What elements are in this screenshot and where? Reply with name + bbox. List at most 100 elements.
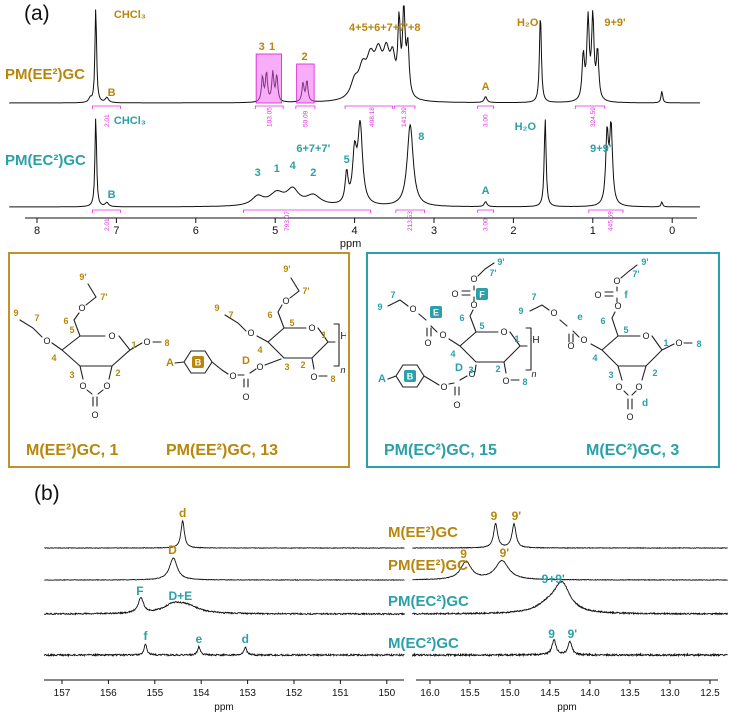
- atom-label: 5: [479, 321, 484, 331]
- peak-annotation: 9: [548, 627, 555, 641]
- peak-annotation: B: [108, 189, 116, 201]
- peak-annotation: CHCl₃: [114, 9, 146, 21]
- spectrum-name-pmec2gc: PM(EC²)GC: [5, 152, 86, 169]
- atom-label: O: [229, 371, 236, 381]
- integral-value: 141.39: [401, 107, 408, 127]
- integral-value: 793.07: [284, 211, 291, 231]
- atom-badge-label: B: [195, 358, 202, 368]
- atom-label: 2: [115, 368, 120, 378]
- atom-label: 1: [321, 330, 326, 340]
- axis-tick-label: 152: [286, 688, 303, 699]
- axis-tick-label: 15.0: [500, 688, 520, 699]
- axis-unit-label: ppm: [214, 702, 233, 713]
- integral-bracket: [344, 105, 394, 109]
- atom-label: O: [91, 410, 98, 420]
- atom-label: O: [626, 412, 633, 422]
- atom-label: 9': [497, 257, 504, 267]
- atom-badge-label: E: [433, 308, 439, 318]
- peak-annotation: 9+9': [542, 572, 565, 586]
- integral-bracket: [254, 105, 284, 109]
- atom-label: n: [340, 365, 345, 375]
- trace-label-pm-ec2gc: PM(EC²)GC: [388, 593, 469, 610]
- structure-name-pm-ee2gc: PM(EE²)GC, 13: [166, 442, 279, 459]
- atom-label: O: [308, 323, 315, 333]
- atom-label: 8: [522, 377, 527, 387]
- integral-bracket: [574, 105, 606, 109]
- atom-label: f: [624, 290, 628, 301]
- peak-annotation: 9+9': [604, 17, 626, 29]
- atom-label: 5: [623, 325, 628, 335]
- integral-bracket: [92, 105, 121, 109]
- nmr-trace: [44, 557, 405, 581]
- peak-annotation: 9: [491, 509, 498, 523]
- atom-label: 7: [390, 290, 395, 300]
- axis-tick-label: 16.0: [420, 688, 440, 699]
- structure-bonds-pm-ee2gc: [174, 277, 340, 388]
- integral-bracket: [243, 209, 371, 213]
- nmr-trace: [412, 522, 728, 550]
- atom-label: O: [247, 328, 254, 338]
- atom-label: 6: [267, 310, 272, 320]
- atom-label: O: [468, 369, 475, 379]
- peak-annotation: 9+9': [590, 143, 612, 155]
- nmr-trace: [411, 639, 728, 658]
- atom-label: O: [594, 290, 601, 300]
- atom-label: 7': [302, 286, 309, 296]
- atom-label: 7: [34, 313, 39, 323]
- axis-tick-label: 2: [510, 225, 516, 237]
- axis-tick-label: 13.0: [660, 688, 680, 699]
- integral-value: 324.59: [590, 107, 597, 127]
- axis-tick-label: 8: [34, 225, 40, 237]
- atom-label: 7': [632, 269, 639, 279]
- peak-annotation: 2: [310, 167, 316, 179]
- peak-highlight: [255, 53, 282, 104]
- atom-label: 1: [514, 334, 519, 344]
- atom-label: 7: [228, 310, 233, 320]
- atom-label: 3: [284, 362, 289, 372]
- axis-unit-label: ppm: [557, 702, 576, 713]
- axis-tick-label: 14.5: [540, 688, 560, 699]
- atom-badge-label: F: [479, 290, 485, 300]
- atom-label: 6: [600, 316, 605, 326]
- integral-value: 2.01: [104, 218, 111, 231]
- integral-bracket: [588, 209, 624, 213]
- axis-tick-label: 12.5: [700, 688, 720, 699]
- structure-name-m-ee2gc: M(EE²)GC, 1: [26, 442, 119, 459]
- axis-tick-label: 1: [590, 225, 596, 237]
- atom-label: e: [577, 312, 583, 323]
- atom-label: 9: [518, 306, 523, 316]
- peak-annotation: 3: [259, 41, 265, 53]
- atom-label: 9: [13, 308, 18, 318]
- atom-label: O: [470, 274, 477, 284]
- atom-label: 9': [283, 264, 290, 274]
- atom-label: O: [470, 300, 477, 310]
- h1-nmr-plot: 8 7 6 5 4 3 2 1 0 ppm 2.01 103.05 50.09 408.18 141.39 3…: [9, 5, 700, 250]
- atom-label: O: [502, 376, 509, 386]
- atom-label: O: [256, 362, 263, 372]
- atom-label: O: [242, 392, 249, 402]
- axis-tick-label: 4: [352, 225, 358, 237]
- peak-annotation: 9': [500, 546, 510, 560]
- axis-tick-label: 15.5: [460, 688, 480, 699]
- axis-tick-label: 6: [193, 225, 199, 237]
- peak-annotation: CHCl₃: [114, 115, 146, 127]
- c13-nmr-carbonyl-plot: 157 156 155 154 153 152 151 150 ppm d D F D+E f e d: [43, 506, 405, 713]
- integral-value: 3.00: [483, 218, 490, 231]
- atom-label: 7': [100, 292, 107, 302]
- atom-label: 6: [63, 316, 68, 326]
- atom-label: O: [453, 400, 460, 410]
- atom-label: 4: [51, 353, 56, 363]
- atom-label: O: [310, 372, 317, 382]
- atom-label: O: [79, 381, 86, 391]
- peak-annotation: f: [144, 629, 149, 643]
- axis-tick-label: 150: [378, 688, 395, 699]
- axis-tick-label: 13.5: [620, 688, 640, 699]
- atom-label: O: [500, 327, 507, 337]
- atom-badge: [430, 306, 442, 318]
- peak-annotation: 9': [568, 627, 578, 641]
- panel-b-tag: (b): [34, 482, 60, 505]
- atom-label: O: [78, 303, 85, 313]
- axis-tick-label: 0: [669, 225, 675, 237]
